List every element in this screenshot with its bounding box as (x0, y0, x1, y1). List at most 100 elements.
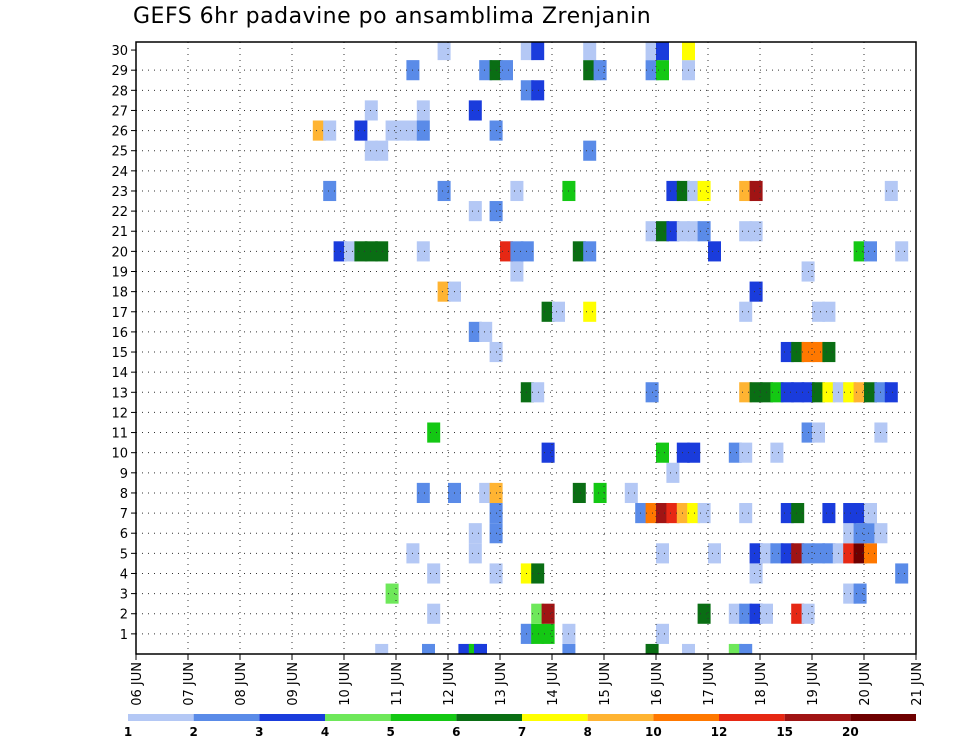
legend-swatch (390, 714, 457, 721)
heatmap-cell (791, 503, 805, 524)
heatmap-cell (416, 241, 430, 262)
heatmap-cell (739, 603, 753, 624)
heatmap-cell (749, 221, 763, 242)
heatmap-cell (656, 221, 669, 242)
heatmap-cell (780, 543, 794, 564)
heatmap-cell (708, 543, 721, 564)
heatmap-cell (520, 241, 534, 262)
y-tick-label: 2 (120, 608, 128, 623)
heatmap-cell (474, 643, 487, 654)
heatmap-cell (552, 301, 565, 322)
heatmap-cell (843, 523, 857, 544)
heatmap-cell (739, 382, 753, 403)
heatmap-cell (583, 60, 597, 81)
heatmap-cell (645, 42, 659, 61)
heatmap-cell (853, 503, 867, 524)
heatmap-cell (520, 563, 534, 584)
heatmap-cell (666, 462, 680, 483)
legend-label: 2 (189, 725, 197, 739)
x-tick-label: 12 JUN (442, 662, 457, 706)
heatmap-cell (812, 543, 825, 564)
heatmap-cell (396, 120, 409, 141)
heatmap-cell (812, 301, 825, 322)
legend-swatch (719, 714, 785, 721)
legend-swatch (784, 714, 851, 721)
heatmap-cell (853, 382, 867, 403)
y-tick-label: 6 (120, 527, 128, 542)
x-tick-label: 06 JUN (130, 662, 145, 706)
y-tick-label: 5 (120, 547, 128, 562)
heatmap-cell (468, 321, 482, 342)
heatmap-cell (749, 382, 763, 403)
heatmap-cell (697, 221, 711, 242)
heatmap-cell (468, 100, 482, 121)
heatmap-cell (541, 442, 555, 463)
y-tick-label: 22 (111, 205, 128, 220)
heatmap-cell (739, 643, 753, 654)
y-tick-label: 23 (111, 185, 128, 200)
legend-label: 7 (518, 725, 526, 739)
y-tick-label: 20 (111, 245, 128, 260)
y-tick-label: 12 (111, 406, 128, 421)
y-tick-label: 16 (111, 326, 128, 341)
heatmap-cell (656, 503, 669, 524)
heatmap-cell (437, 180, 451, 202)
heatmap-cell (822, 301, 836, 322)
heatmap-cell (749, 543, 763, 564)
y-tick-label: 7 (120, 507, 128, 522)
heatmap-cell (656, 60, 669, 81)
heatmap-cell (687, 442, 701, 463)
heatmap-cell (593, 482, 607, 504)
heatmap-cell (687, 180, 701, 202)
y-tick-label: 15 (111, 346, 128, 361)
heatmap-cell (531, 42, 545, 61)
heatmap-cell (375, 241, 389, 262)
x-tick-label: 10 JUN (338, 662, 353, 706)
legend-label: 15 (776, 725, 793, 739)
heatmap-cell (572, 241, 586, 262)
chart-title: GEFS 6hr padavine po ansamblima Zrenjani… (133, 4, 652, 29)
y-tick-label: 8 (120, 487, 128, 502)
legend-swatch (128, 714, 194, 721)
heatmap-cell (562, 643, 576, 654)
heatmap-cell (697, 603, 711, 624)
heatmap-cell (791, 341, 805, 363)
heatmap-cell (354, 241, 368, 262)
heatmap-cell (354, 120, 368, 141)
heatmap-cell (832, 543, 846, 564)
heatmap-cell (739, 301, 753, 322)
y-tick-label: 17 (111, 306, 128, 321)
heatmap-cell (531, 603, 545, 624)
legend-label: 4 (321, 725, 329, 739)
x-tick-label: 17 JUN (702, 662, 717, 706)
legend-label: 20 (842, 725, 859, 739)
heatmap-cell (422, 643, 435, 654)
plot-frame (135, 41, 917, 655)
heatmap-cell (416, 120, 430, 141)
x-tick-label: 21 JUN (910, 662, 925, 706)
heatmap-cell (682, 643, 695, 654)
heatmap-cell (832, 382, 846, 403)
heatmap-cell (656, 42, 669, 61)
legend-label: 1 (124, 725, 132, 739)
heatmap-cell (656, 623, 669, 644)
heatmap-cell (468, 523, 482, 544)
heatmap-cell (583, 140, 597, 161)
heatmap-cell (697, 503, 711, 524)
heatmap-cell (656, 442, 669, 463)
heatmap-cell (416, 100, 430, 121)
heatmap-cell (812, 341, 825, 363)
x-tick-label: 14 JUN (546, 662, 561, 706)
x-tick-label: 15 JUN (598, 662, 613, 706)
heatmap-cell (437, 281, 451, 302)
legend-layer: 1 2 3 4 5 6 7 8 10 12 15 20 (124, 714, 916, 739)
heatmap-cell (853, 241, 867, 262)
heatmap-cell (500, 60, 513, 81)
legend-swatch (850, 714, 916, 721)
x-tick-label: 11 JUN (390, 662, 405, 706)
legend-swatch (587, 714, 654, 721)
heatmap-cell (676, 503, 690, 524)
heatmap-cell (479, 60, 493, 81)
y-tick-label: 11 (111, 427, 128, 442)
heatmap-cell (385, 583, 399, 604)
